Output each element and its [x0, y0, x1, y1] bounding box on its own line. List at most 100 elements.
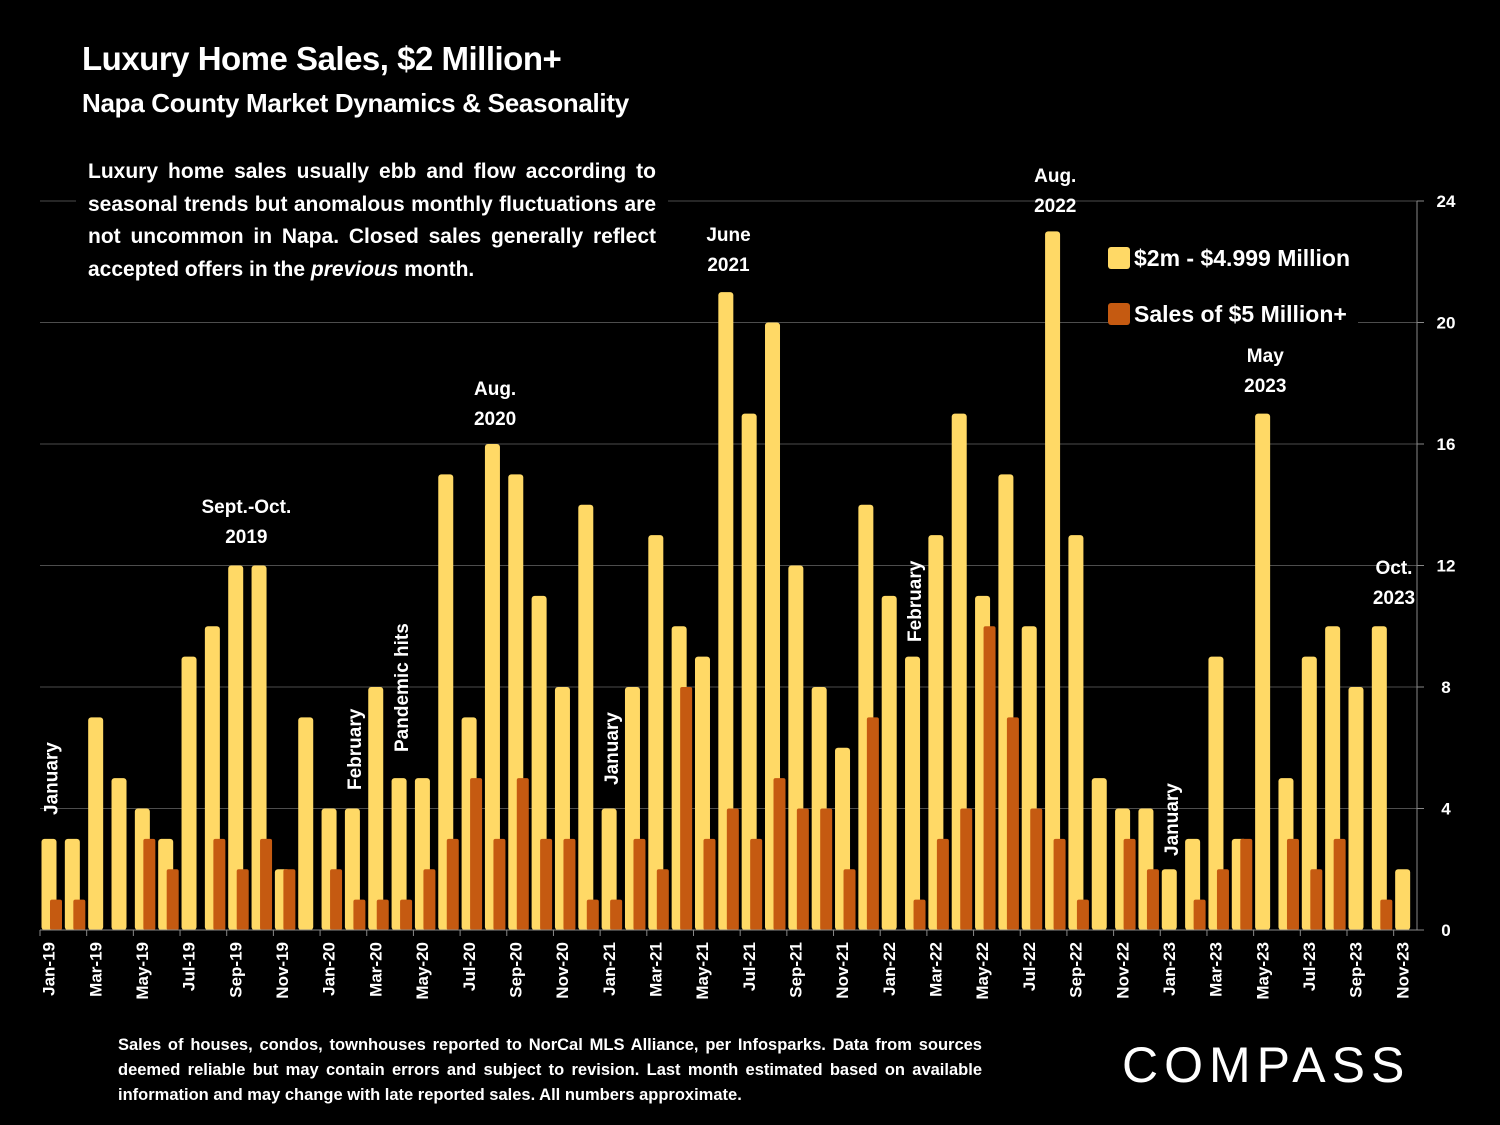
bar-series2-Nov-21	[843, 869, 856, 930]
bar-series2-Jul-20	[470, 778, 483, 930]
bar-series2-Dec-21	[866, 717, 879, 930]
bar-series2-May-22	[983, 626, 996, 930]
bar-series2-Feb-19	[73, 899, 86, 930]
y-tick-label: 24	[1437, 192, 1456, 211]
bar-series2-Aug-23	[1333, 838, 1346, 930]
bar-series2-Jul-21	[750, 838, 763, 930]
annotations: January Sept.-Oct. 2019 February Pandemic hi…	[42, 166, 1415, 856]
bar-series1-Apr-22	[951, 413, 967, 930]
description-emphasis: previous	[310, 257, 399, 281]
bar-series2-Aug-19	[213, 838, 226, 930]
bar-series1-Mar-21	[648, 535, 664, 930]
bar-series2-Nov-22	[1123, 838, 1136, 930]
bar-series1-Aug-22	[1045, 231, 1061, 930]
bar-series2-Jun-22	[1006, 717, 1019, 930]
annotation-4-line1: 2020	[474, 409, 516, 430]
x-tick-label: Nov-22	[1113, 942, 1132, 999]
bar-series2-Apr-20	[400, 899, 413, 930]
bar-series1-Jun-20	[438, 474, 454, 930]
bar-series2-Feb-20	[353, 899, 366, 930]
x-tick-label: May-21	[693, 942, 712, 1000]
bar-series1-Jan-22	[881, 595, 897, 930]
chart-subtitle: Napa County Market Dynamics & Seasonalit…	[82, 88, 629, 118]
bar-series1-Dec-20	[578, 504, 594, 930]
bar-series1-Oct-23	[1371, 626, 1387, 930]
x-tick-label: May-22	[973, 942, 992, 1000]
legend-swatch-series2	[1108, 303, 1130, 325]
x-tick-label: Nov-20	[553, 942, 572, 999]
annotation-2: February	[345, 708, 366, 790]
legend-item-series2: Sales of $5 Million+	[1108, 286, 1350, 342]
annotation-8-line0: Aug.	[1034, 166, 1076, 187]
x-tick-label: Jan-19	[40, 942, 59, 996]
x-tick-label: Jan-22	[880, 942, 899, 996]
bar-series2-Jan-21	[610, 899, 623, 930]
y-tick-label: 0	[1441, 921, 1450, 940]
bar-series2-Dec-22	[1146, 869, 1159, 930]
bar-series2-Aug-21	[773, 778, 786, 930]
bar-series2-Mar-20	[376, 899, 389, 930]
description-text: Luxury home sales usually ebb and flow a…	[76, 154, 668, 288]
compass-logo: COMPASS	[1122, 1037, 1411, 1093]
legend-swatch-series1	[1108, 247, 1130, 269]
bar-series1-Jul-23	[1301, 656, 1317, 930]
bar-series2-Nov-19	[283, 869, 296, 930]
bar-series2-May-19	[143, 838, 156, 930]
bar-series2-Jan-20	[330, 869, 343, 930]
bar-series2-Jul-23	[1310, 869, 1323, 930]
annotation-11-line1: 2023	[1373, 588, 1415, 609]
x-tick-label: Jul-22	[1020, 942, 1039, 991]
bar-series2-Sep-20	[516, 778, 529, 930]
bar-series2-Apr-22	[960, 808, 973, 930]
bar-series1-Aug-20	[484, 444, 500, 930]
bar-series2-Sep-19	[236, 869, 249, 930]
x-tick-label: Sep-22	[1067, 942, 1086, 998]
bar-series2-May-21	[703, 838, 716, 930]
bar-series2-Jun-21	[726, 808, 739, 930]
x-tick-label: Mar-21	[646, 942, 665, 997]
x-tick-label: Jul-21	[740, 942, 759, 991]
bar-series2-Mar-21	[656, 869, 669, 930]
x-tick-label: Nov-19	[273, 942, 292, 999]
bar-series1-Sep-23	[1348, 687, 1364, 930]
bar-series1-Dec-19	[298, 717, 314, 930]
bar-series2-Aug-22	[1053, 838, 1066, 930]
x-tick-label: Mar-23	[1207, 942, 1226, 997]
bar-series1-Mar-22	[928, 535, 944, 930]
x-tick-label: Sep-23	[1347, 942, 1366, 998]
bar-series1-Mar-19	[88, 717, 104, 930]
bar-series2-Oct-21	[820, 808, 833, 930]
x-tick-label: Jan-23	[1160, 942, 1179, 996]
annotation-1-line1: 2019	[225, 527, 267, 548]
legend-label-series2: Sales of $5 Million+	[1134, 300, 1347, 327]
x-tick-label: Jul-20	[460, 942, 479, 991]
annotation-11-line0: Oct.	[1376, 558, 1413, 579]
bar-series1-Mar-20	[368, 687, 384, 930]
description-part1: Luxury home sales usually ebb and flow a…	[88, 160, 656, 281]
bar-series2-Feb-23	[1193, 899, 1206, 930]
legend: $2m - $4.999 Million Sales of $5 Million…	[1108, 226, 1359, 346]
description-part2: month.	[398, 257, 475, 281]
y-tick-label: 4	[1441, 800, 1451, 819]
y-tick-label: 12	[1437, 557, 1456, 576]
bar-series2-Jun-19	[166, 869, 179, 930]
bar-series2-Feb-22	[913, 899, 926, 930]
bar-series1-Jul-21	[741, 413, 757, 930]
y-tick-label: 8	[1441, 678, 1450, 697]
x-tick-label: Nov-23	[1393, 942, 1412, 999]
x-tick-label: Mar-20	[366, 942, 385, 997]
x-tick-label: Jan-21	[600, 942, 619, 996]
bar-series1-Apr-20	[391, 778, 407, 930]
legend-label-series1: $2m - $4.999 Million	[1134, 244, 1351, 271]
bar-series1-Sep-19	[228, 565, 244, 930]
annotation-4-line0: Aug.	[474, 379, 516, 400]
bar-series2-Oct-20	[540, 838, 553, 930]
x-tick-label: Sep-21	[787, 942, 806, 998]
annotation-6-line0: June	[706, 225, 750, 246]
annotation-1-line0: Sept.-Oct.	[202, 497, 292, 518]
bar-series2-Jun-23	[1286, 838, 1299, 930]
bar-series1-Sep-22	[1068, 535, 1084, 930]
x-tick-label: Nov-21	[833, 942, 852, 999]
x-tick-label: Mar-22	[927, 942, 946, 997]
